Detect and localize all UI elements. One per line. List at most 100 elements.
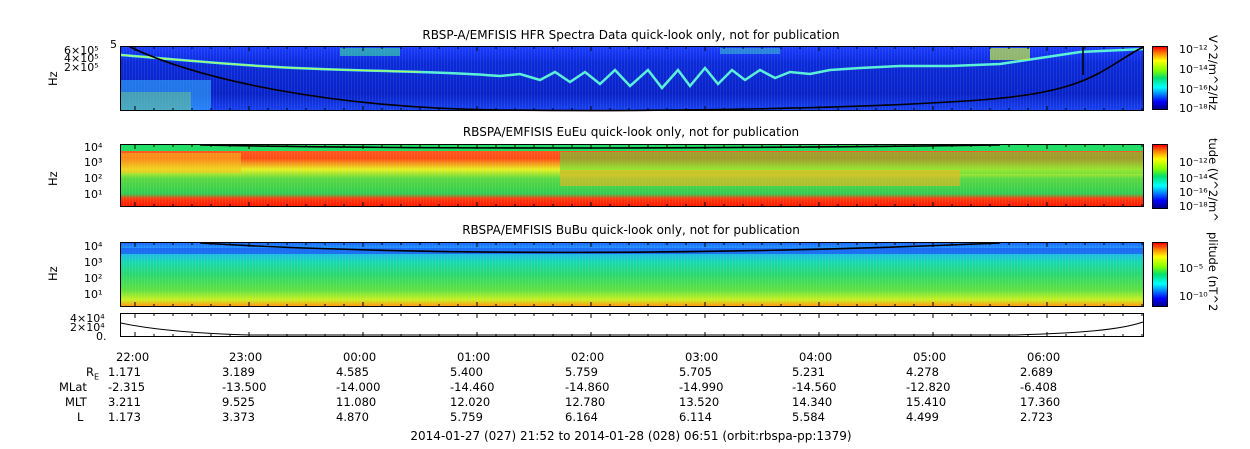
eueu-ytick-1e3: 10³ [84, 156, 103, 169]
ephem-value: 2.689 [1020, 365, 1053, 379]
ephem-value: 3.189 [222, 365, 255, 379]
trace-ytick-0: 0. [96, 330, 107, 343]
eueu-cbar-tick-2: 10⁻¹⁴ [1179, 172, 1208, 185]
ephem-value: -6.408 [1020, 380, 1058, 394]
bubu-ytick-1e3: 10³ [84, 256, 103, 269]
ephem-value: 5.759 [565, 365, 598, 379]
bubu-cbar-tick-1: 10⁻⁵ [1179, 262, 1204, 275]
time-label-0100: 01:00 [457, 350, 491, 364]
trace-panel-frame [120, 313, 1144, 337]
trace-ytick-4e4: 4×10⁴ [70, 312, 105, 325]
eueu-cbar-tick-4: 10⁻¹⁸ [1179, 200, 1208, 213]
bubu-spectrogram [121, 242, 1143, 306]
eueu-ytick-1e1: 10¹ [84, 188, 103, 201]
time-label-2300: 23:00 [229, 350, 263, 364]
ephem-name-re: RE [86, 365, 100, 382]
bubu-panel-frame [120, 242, 1144, 307]
hfr-panel-frame [120, 46, 1144, 111]
ephem-value: 15.410 [906, 395, 947, 409]
hfr-ytick-6e5: 6×10⁵ [64, 44, 99, 57]
ephem-value: 5.400 [450, 365, 483, 379]
hfr-colorbar [1153, 47, 1167, 109]
eueu-fce-curve [199, 144, 1001, 149]
hfr-ylabel: Hz [46, 71, 60, 86]
hfr-cbar-tick-2: 10⁻¹⁴ [1179, 63, 1208, 76]
eueu-cbar-tick-1: 10⁻¹² [1179, 156, 1208, 169]
hfr-panel-title: RBSP-A/EMFISIS HFR Spectra Data quick-lo… [422, 28, 840, 42]
ephem-value: 6.114 [679, 410, 712, 424]
eueu-colorbar [1153, 145, 1167, 208]
ephem-value: 12.020 [450, 395, 491, 409]
ephem-value: 5.759 [450, 410, 483, 424]
bubu-colorbar-frame [1152, 242, 1168, 307]
ephem-value: -14.860 [565, 380, 610, 394]
eueu-panel-frame [120, 144, 1144, 207]
bubu-ytick-1e4: 10⁴ [84, 240, 103, 253]
ephem-value: 9.525 [222, 395, 255, 409]
eueu-cbar-label: tude (V^2/m^ [1206, 138, 1220, 222]
time-label-0600: 06:00 [1027, 350, 1061, 364]
bubu-cbar-label: plitude (nT^2 [1206, 232, 1220, 312]
trace-ytick-2e4: 2×10⁴ [70, 321, 105, 334]
ephem-value: 12.780 [565, 395, 606, 409]
hfr-cbar-tick-3: 10⁻¹⁶ [1179, 83, 1208, 96]
fce-curve [129, 46, 1144, 112]
eueu-ylabel: Hz [46, 171, 60, 186]
time-label-0000: 00:00 [343, 350, 377, 364]
ephem-value: 1.173 [108, 410, 141, 424]
orbit-trace-panel [120, 314, 1144, 336]
bubu-ylabel: Hz [46, 266, 60, 281]
bubu-fce-curve [199, 242, 1001, 254]
hfr-cbar-label: V^2/m^2/Hz [1206, 35, 1220, 111]
ephem-value: 5.231 [792, 365, 825, 379]
ephem-value: -12.820 [906, 380, 951, 394]
time-label-2200: 22:00 [116, 350, 150, 364]
ephem-value: 6.164 [565, 410, 598, 424]
hfr-ytick-2e5: 2×10⁵ [64, 61, 99, 74]
eueu-panel-title: RBSPA/EMFISIS EuEu quick-look only, not … [462, 125, 800, 139]
ephem-value: 2.723 [1020, 410, 1053, 424]
ephem-value: 3.373 [222, 410, 255, 424]
eueu-cbar-tick-3: 10⁻¹⁶ [1179, 186, 1208, 199]
ephem-value: 1.171 [108, 365, 141, 379]
ephem-value: -14.990 [679, 380, 724, 394]
eueu-colorbar-frame [1152, 144, 1168, 209]
bubu-colorbar [1153, 243, 1167, 306]
bubu-ytick-1e2: 10² [84, 272, 103, 285]
ephem-value: 4.278 [906, 365, 939, 379]
eueu-ytick-1e4: 10⁴ [84, 141, 103, 154]
ephem-name-l: L [77, 410, 84, 424]
footer-time-range: 2014-01-27 (027) 21:52 to 2014-01-28 (02… [410, 429, 852, 443]
ephem-value: 13.520 [679, 395, 720, 409]
ephem-value: 5.705 [679, 365, 712, 379]
ephem-value: 4.585 [336, 365, 369, 379]
ephem-value: 17.360 [1020, 395, 1061, 409]
orbit-trace [120, 321, 1144, 336]
ephem-value: -14.560 [792, 380, 837, 394]
time-label-0200: 02:00 [571, 350, 605, 364]
ephem-value: -14.000 [336, 380, 381, 394]
ephem-value: -2.315 [108, 380, 146, 394]
ephem-value: 14.340 [792, 395, 833, 409]
ephem-name-mlat: MLat [59, 380, 87, 394]
ephem-value: 4.870 [336, 410, 369, 424]
bubu-panel-title: RBSPA/EMFISIS BuBu quick-look only, not … [462, 223, 800, 237]
ephem-value: 11.080 [336, 395, 377, 409]
ephem-value: 5.584 [792, 410, 825, 424]
eueu-spectrogram [121, 144, 1143, 206]
ephem-name-mlt: MLT [65, 395, 87, 409]
eueu-ytick-1e2: 10² [84, 172, 103, 185]
bubu-ytick-1e1: 10¹ [84, 288, 103, 301]
ephem-value: -14.460 [450, 380, 495, 394]
hfr-cbar-tick-4: 10⁻¹⁸ [1179, 102, 1208, 115]
time-label-0300: 03:00 [685, 350, 719, 364]
ephem-value: -13.500 [222, 380, 267, 394]
hfr-ytick-top: 5 [110, 38, 117, 51]
time-label-0400: 04:00 [799, 350, 833, 364]
ephem-value: 3.211 [108, 395, 141, 409]
time-label-0500: 05:00 [913, 350, 947, 364]
hfr-colorbar-frame [1152, 46, 1168, 110]
ephem-value: 4.499 [906, 410, 939, 424]
hfr-spectrogram [120, 46, 1144, 112]
